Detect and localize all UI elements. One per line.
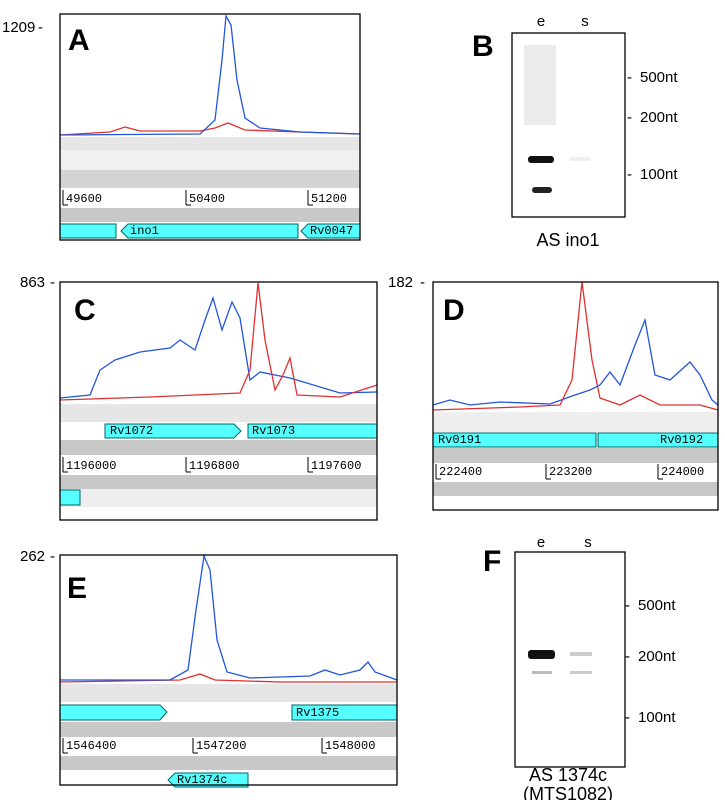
coordinate: 50400 <box>189 192 225 206</box>
gene-label: Rv0191 <box>438 433 481 447</box>
caption: AS ino1 <box>536 230 599 250</box>
marker: 500nt <box>640 69 678 86</box>
gene-label: ino1 <box>130 224 159 238</box>
svg-text:-: - <box>50 548 55 565</box>
y-max: 1209 <box>2 19 35 36</box>
trace-red <box>59 673 397 683</box>
gene-label: Rv0047 <box>310 224 353 238</box>
panel-a: ino1 Rv0047 49600 50400 51200 1209 - A <box>2 13 361 241</box>
gene-label: Rv1073 <box>252 424 295 438</box>
svg-text:-: - <box>420 274 425 291</box>
marker: 100nt <box>638 709 676 726</box>
caption: AS 1374c <box>529 765 607 785</box>
gene-label: Rv1375 <box>296 706 339 720</box>
coordinate: 1197600 <box>311 459 361 473</box>
svg-text:-: - <box>627 166 632 183</box>
coordinate: 1196000 <box>66 459 116 473</box>
coordinate: 223200 <box>549 465 592 479</box>
svg-text:-: - <box>50 274 55 291</box>
caption: (MTS1082) <box>523 784 613 800</box>
coordinate: 51200 <box>311 192 347 206</box>
trace-blue <box>432 317 719 406</box>
svg-text:-: - <box>627 109 632 126</box>
panel-letter: A <box>68 24 90 57</box>
panel-letter: C <box>74 294 96 327</box>
lane-label: s <box>584 534 592 551</box>
trace-blue <box>59 295 378 399</box>
coordinate: 224000 <box>661 465 704 479</box>
svg-text:-: - <box>625 597 630 614</box>
marker: 500nt <box>638 597 676 614</box>
coordinate: 1548000 <box>325 739 375 753</box>
marker: 200nt <box>640 109 678 126</box>
y-max: 262 <box>20 548 45 565</box>
svg-text:-: - <box>627 69 632 86</box>
coordinate: 1547200 <box>196 739 246 753</box>
panel-f: e s -500nt -200nt -100nt AS 1374c (MTS10… <box>483 534 676 800</box>
marker: 100nt <box>640 166 678 183</box>
panel-letter: D <box>443 294 465 327</box>
panel-d: Rv0191 Rv0192 222400 223200 224000 182- … <box>388 274 719 511</box>
gene-label: Rv1374c <box>177 773 227 787</box>
coordinate: 1546400 <box>66 739 116 753</box>
gene-label: Rv0192 <box>660 433 703 447</box>
panel-letter: F <box>483 545 501 578</box>
trace-red <box>59 122 361 136</box>
lane-label: s <box>581 13 589 30</box>
marker: 200nt <box>638 648 676 665</box>
trace-red <box>432 281 719 411</box>
panel-e: Rv1375 Rv1374c 1546400 1547200 1548000 2… <box>20 548 398 788</box>
svg-text:-: - <box>625 709 630 726</box>
svg-text:-: - <box>38 19 43 36</box>
panel-b: e s -500nt -200nt -100nt AS ino1 B <box>472 13 678 250</box>
coordinate: 222400 <box>439 465 482 479</box>
coordinate: 1196800 <box>189 459 239 473</box>
gene-label: Rv1072 <box>110 424 153 438</box>
panel-letter: E <box>67 572 87 605</box>
trace-blue <box>59 13 361 136</box>
trace-red <box>59 282 378 401</box>
y-max: 182 <box>388 274 413 291</box>
y-max: 863 <box>20 274 45 291</box>
panel-letter: B <box>472 30 494 63</box>
svg-text:-: - <box>625 648 630 665</box>
lane-label: e <box>537 13 545 30</box>
coordinate: 49600 <box>66 192 102 206</box>
lane-label: e <box>537 534 545 551</box>
trace-blue <box>60 553 398 681</box>
panel-c: Rv1072 Rv1073 1196000 1196800 1197600 86… <box>20 274 378 521</box>
